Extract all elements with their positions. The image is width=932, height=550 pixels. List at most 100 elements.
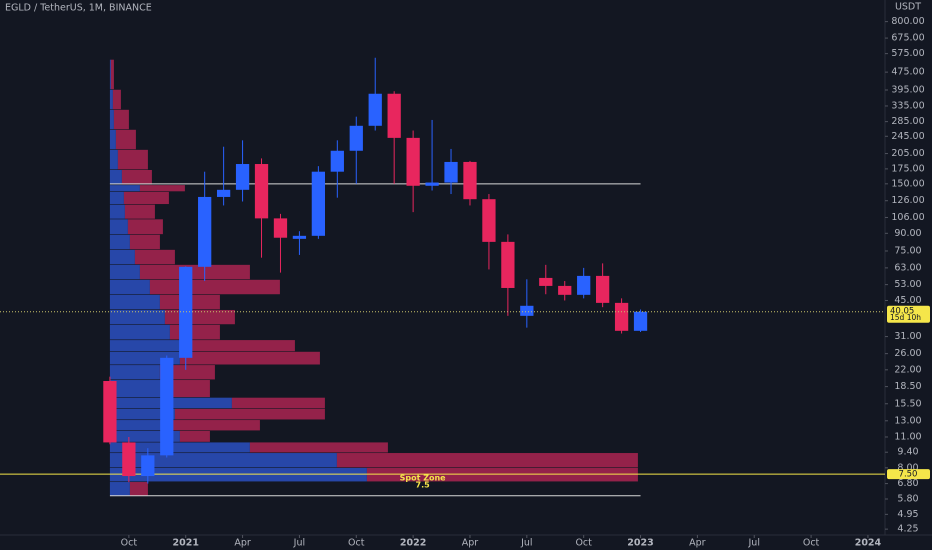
y-tick-label: 22.00 bbox=[894, 364, 921, 375]
y-tick-label: 53.00 bbox=[894, 279, 921, 290]
candle-body bbox=[349, 125, 363, 151]
candle-body bbox=[614, 302, 629, 331]
zone-value: 7.5 bbox=[416, 481, 431, 490]
profile-buy bbox=[109, 442, 250, 453]
profile-buy bbox=[109, 89, 113, 110]
profile-sell bbox=[127, 219, 163, 235]
y-tick-label: 800.00 bbox=[891, 16, 924, 27]
profile-sell bbox=[149, 279, 280, 295]
candle-body bbox=[539, 277, 553, 286]
candle-body bbox=[292, 235, 307, 239]
profile-sell bbox=[169, 324, 220, 340]
candle-body bbox=[273, 218, 288, 238]
profile-buy bbox=[109, 408, 175, 420]
profile-sell bbox=[174, 408, 325, 420]
profile-buy bbox=[109, 234, 130, 250]
profile-sell bbox=[129, 234, 160, 250]
profile-sell bbox=[159, 365, 215, 380]
x-tick-label: Oct bbox=[803, 538, 820, 549]
profile-sell bbox=[179, 351, 320, 365]
profile-buy bbox=[109, 191, 124, 205]
profile-sell bbox=[336, 453, 638, 468]
profile-sell bbox=[249, 442, 388, 453]
x-tick-label: Jul bbox=[748, 538, 760, 549]
x-tick-label: 2021 bbox=[172, 538, 198, 549]
profile-buy bbox=[109, 219, 128, 235]
profile-sell bbox=[231, 397, 325, 409]
profile-sell bbox=[124, 204, 155, 219]
y-tick-label: 90.00 bbox=[894, 228, 921, 239]
profile-sell bbox=[169, 380, 210, 398]
x-tick-label: Oct bbox=[348, 538, 365, 549]
x-tick-label: Oct bbox=[121, 538, 138, 549]
candle-body bbox=[330, 150, 344, 172]
candle-body bbox=[444, 161, 458, 183]
profile-buy bbox=[109, 431, 180, 442]
y-tick-label: 285.00 bbox=[891, 116, 924, 127]
profile-sell bbox=[129, 482, 148, 496]
x-tick-label: Jul bbox=[520, 538, 532, 549]
y-tick-label: 475.00 bbox=[891, 67, 924, 78]
last-price-box bbox=[887, 305, 930, 323]
y-tick-label: 335.00 bbox=[891, 100, 924, 111]
y-tick-label: 45.00 bbox=[894, 295, 921, 306]
candle-body bbox=[179, 266, 193, 358]
profile-sell bbox=[112, 89, 121, 110]
profile-sell bbox=[113, 109, 129, 130]
candle-body bbox=[216, 189, 231, 197]
y-tick-label: 4.25 bbox=[897, 524, 918, 535]
profile-sell bbox=[110, 59, 114, 90]
profile-buy bbox=[109, 482, 130, 496]
y-tick-label: 13.00 bbox=[894, 415, 921, 426]
candle-body bbox=[596, 275, 610, 303]
y-tick-label: 205.00 bbox=[891, 148, 924, 159]
candle-body bbox=[558, 285, 572, 295]
price-label: 7.50 bbox=[899, 470, 918, 480]
candle-body bbox=[501, 241, 515, 288]
candle-body bbox=[425, 182, 439, 186]
profile-buy bbox=[109, 279, 150, 295]
zone-label: Spot Zone bbox=[400, 474, 447, 483]
candle-body bbox=[633, 311, 648, 331]
profile-buy bbox=[109, 204, 125, 219]
profile-sell bbox=[366, 467, 638, 482]
y-tick-label: 575.00 bbox=[891, 48, 924, 59]
candle-body bbox=[160, 357, 174, 456]
profile-sell bbox=[164, 309, 235, 325]
x-tick-label: Apr bbox=[689, 538, 706, 549]
y-tick-label: 8.00 bbox=[897, 462, 918, 473]
profile-buy bbox=[109, 309, 165, 325]
candle-body bbox=[141, 455, 155, 477]
profile-buy bbox=[109, 420, 170, 431]
profile-sell bbox=[123, 191, 169, 205]
y-tick-label: 106.00 bbox=[891, 212, 924, 223]
profile-sell bbox=[115, 129, 136, 150]
x-tick-label: Apr bbox=[462, 538, 479, 549]
profile-buy bbox=[109, 294, 160, 310]
candle-body bbox=[520, 305, 534, 316]
profile-sell bbox=[139, 185, 185, 192]
profile-sell bbox=[179, 431, 210, 442]
axis-unit: USDT bbox=[895, 2, 921, 13]
candle-body bbox=[406, 137, 420, 186]
x-tick-label: Oct bbox=[575, 538, 592, 549]
profile-sell bbox=[121, 169, 152, 185]
candle-body bbox=[235, 164, 250, 190]
profile-buy bbox=[109, 185, 140, 192]
y-tick-label: 11.00 bbox=[894, 431, 921, 442]
y-tick-label: 6.80 bbox=[897, 478, 918, 489]
candle-body bbox=[311, 171, 326, 236]
profile-sell bbox=[169, 420, 260, 431]
candle-body bbox=[482, 199, 496, 242]
y-tick-label: 150.00 bbox=[891, 178, 924, 189]
y-tick-label: 15.50 bbox=[894, 398, 921, 409]
profile-buy bbox=[109, 249, 135, 265]
last-price-label: 40.05 bbox=[890, 306, 914, 316]
x-tick-label: 2022 bbox=[400, 538, 426, 549]
x-tick-label: Jul bbox=[293, 538, 305, 549]
y-tick-label: 26.00 bbox=[894, 348, 921, 359]
chart-title: EGLD / TetherUS, 1M, BINANCE bbox=[5, 3, 152, 14]
candle-body bbox=[254, 164, 269, 219]
profile-sell bbox=[139, 264, 250, 280]
